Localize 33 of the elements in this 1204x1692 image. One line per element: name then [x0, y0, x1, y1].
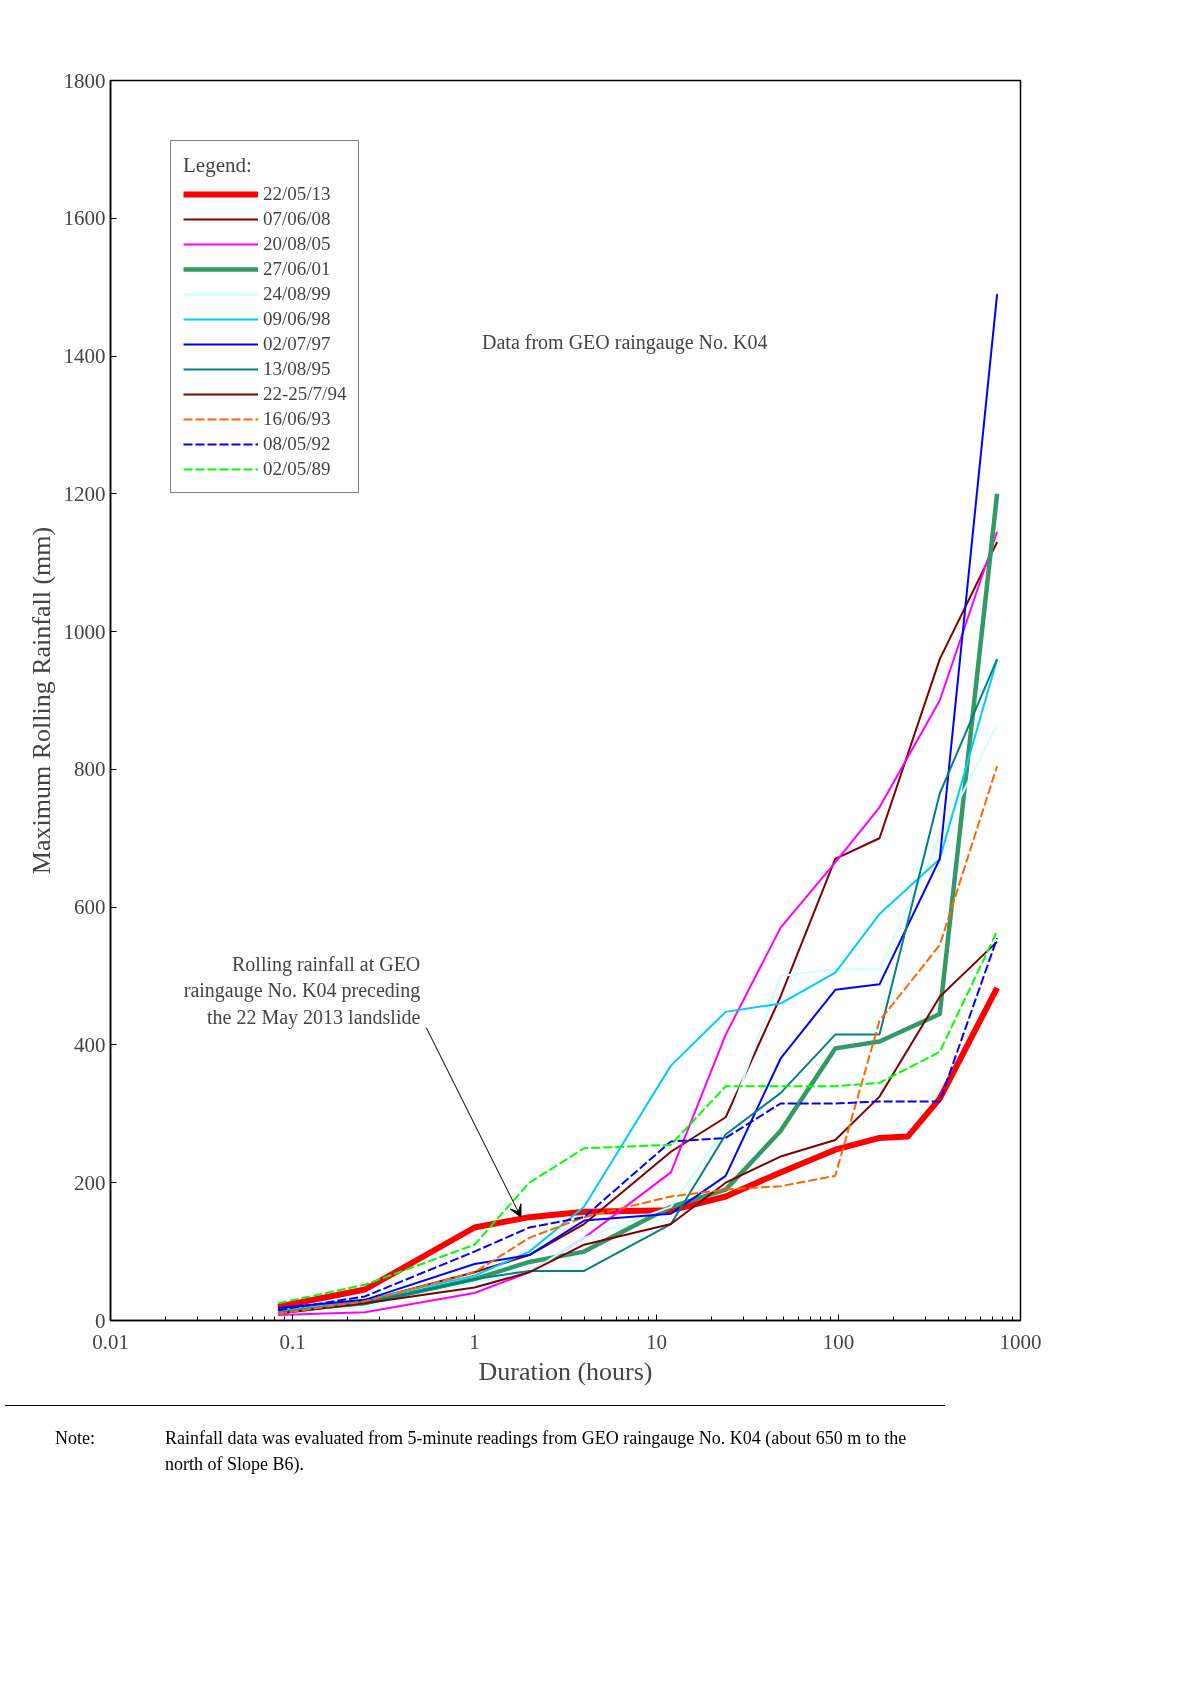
legend-label: 08/05/92: [263, 433, 331, 455]
legend-label: 07/06/08: [263, 208, 331, 230]
legend-label: 13/08/95: [263, 358, 331, 380]
legend-label: 27/06/01: [263, 258, 331, 280]
text: Note:: [55, 1427, 96, 1450]
legend-label: 20/08/05: [263, 233, 331, 255]
legend-label: 22-25/7/94: [263, 383, 347, 405]
annotation: Rolling rainfall at GEO raingauge No. K04 preceding the 22 May 2013 landslide: [183, 952, 421, 1029]
legend-label: 02/07/97: [263, 333, 331, 355]
text: Rainfall data was evaluated from 5-minute readings from GEO raingauge No. K04 (about 650 m to the north of Slope B6).: [165, 1427, 908, 1476]
x-tick-label: 1000: [999, 1329, 1042, 1354]
y-tick-label: 1600: [63, 206, 106, 231]
legend-label: 16/06/93: [263, 408, 331, 430]
y-tick-label: 600: [74, 895, 106, 920]
x-axis-title: Duration (hours): [478, 1356, 653, 1386]
y-tick-label: 1200: [63, 481, 106, 506]
y-tick-label: 200: [74, 1170, 106, 1195]
legend-label: 09/06/98: [263, 308, 331, 330]
legend-label: 22/05/13: [263, 183, 331, 205]
y-axis-title: Maximum Rolling Rainfall (mm): [26, 526, 56, 875]
legend-title: Legend:: [183, 153, 253, 178]
x-tick-label: 0.1: [279, 1329, 306, 1354]
y-tick-label: 400: [74, 1032, 106, 1057]
y-tick-label: 1000: [63, 619, 106, 644]
y-tick-label: 1400: [63, 344, 106, 369]
annotation: Data from GEO raingauge No. K04: [482, 331, 768, 355]
x-tick-label: 1: [469, 1329, 480, 1354]
y-tick-label: 1800: [63, 68, 106, 93]
y-tick-label: 800: [74, 757, 106, 782]
legend-label: 02/05/89: [263, 458, 331, 480]
x-tick-label: 10: [646, 1329, 667, 1354]
x-tick-label: 100: [822, 1329, 855, 1354]
legend-label: 24/08/99: [263, 283, 331, 305]
